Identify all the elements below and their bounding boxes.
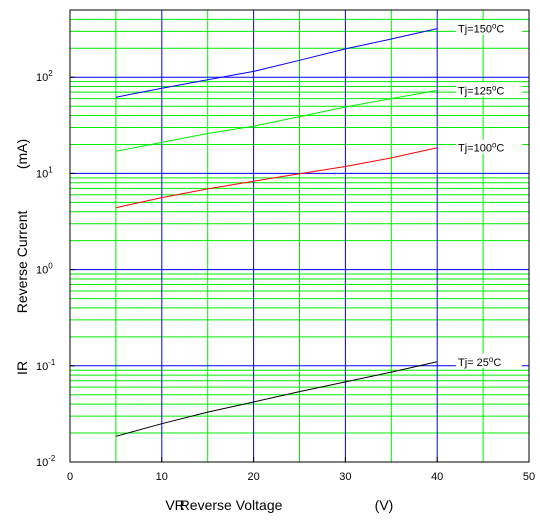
- x-tick-label: 0: [67, 471, 73, 483]
- minor-gridlines: [70, 10, 529, 462]
- y-tick-label: 100: [36, 262, 53, 277]
- y-tick-label: 10-1: [36, 358, 56, 373]
- series-label: Tj=100oC: [458, 141, 504, 155]
- y-axis-symbol: IR: [14, 361, 30, 375]
- series-lines: [115, 28, 438, 437]
- series-label-background: [456, 82, 522, 97]
- series-line-tj-100-c: [115, 147, 438, 209]
- series-label-background: [456, 139, 522, 154]
- series-line-tj-125-c: [115, 89, 438, 152]
- x-axis-quantity: Reverse Voltage: [180, 497, 283, 513]
- series-label: Tj=125oC: [458, 83, 504, 97]
- series-line-tj-25-c: [115, 361, 438, 437]
- x-tick-label: 20: [247, 471, 259, 483]
- axis-ticks: 0 10 20 30 40 50 10-2 10-1 100 101 102: [36, 69, 535, 483]
- y-axis-unit: (mA): [14, 139, 30, 169]
- x-tick-label: 10: [156, 471, 168, 483]
- y-axis-quantity: Reverse Current: [14, 210, 30, 313]
- series-label-background: [456, 353, 522, 368]
- x-tick-label: 30: [339, 471, 351, 483]
- y-axis-title: IR Reverse Current (mA): [14, 139, 30, 375]
- x-tick-label: 50: [523, 471, 535, 483]
- series-label: Tj=150oC: [458, 22, 504, 36]
- y-tick-label: 102: [36, 69, 53, 84]
- x-tick-label: 40: [431, 471, 443, 483]
- series-line-tj-150-c: [115, 28, 438, 98]
- series-labels: Tj=150oC Tj=125oC Tj=100oC Tj= 25oC: [456, 20, 522, 369]
- plot-frame: [69, 9, 530, 463]
- x-axis-symbol: VR: [165, 497, 184, 513]
- y-tick-label: 101: [36, 165, 53, 180]
- y-tick-label: 10-2: [36, 454, 56, 469]
- series-label-background: [456, 20, 522, 35]
- x-axis-title: VR Reverse Voltage (V): [165, 497, 393, 513]
- x-axis-unit: (V): [375, 497, 394, 513]
- series-label: Tj= 25oC: [458, 355, 501, 369]
